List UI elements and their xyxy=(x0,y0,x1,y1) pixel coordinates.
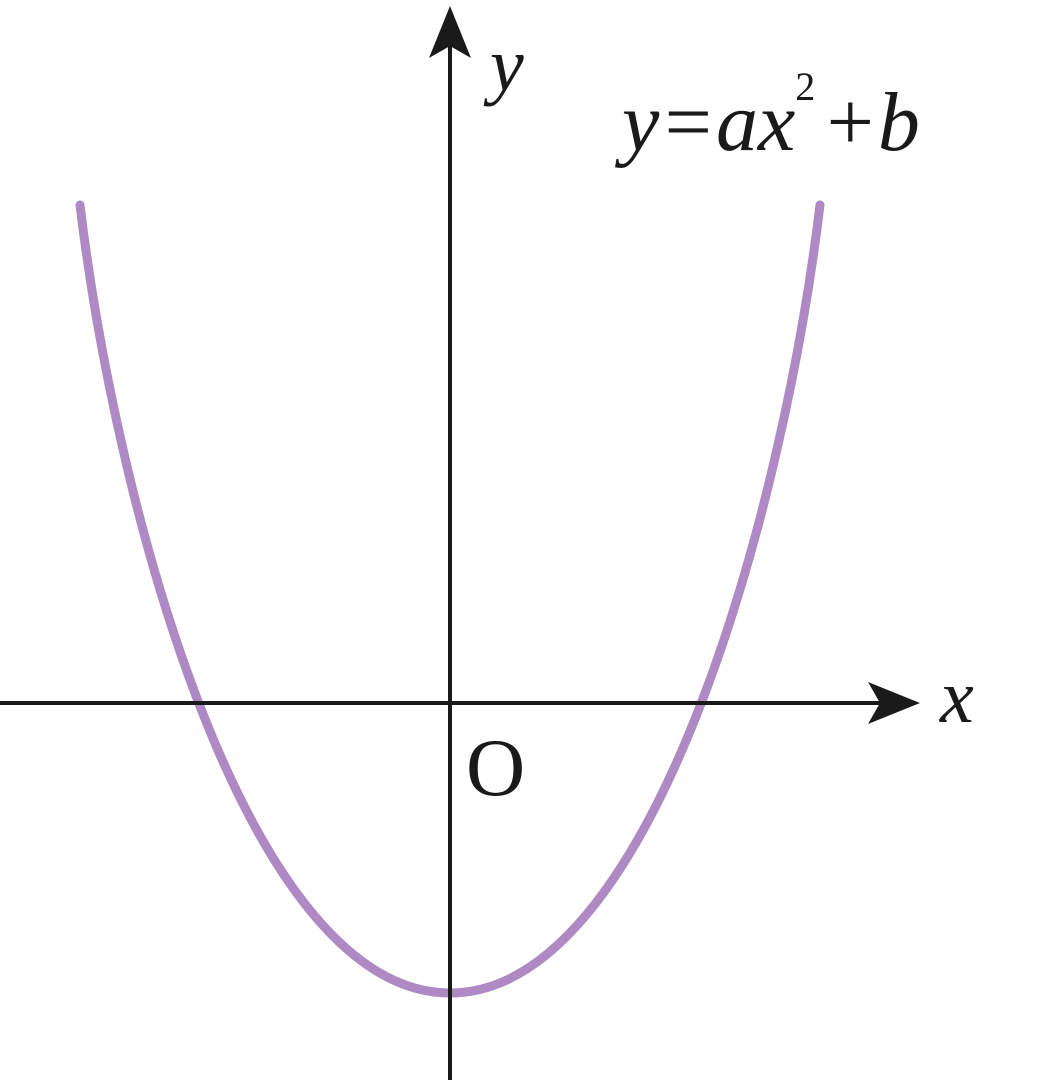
equation-base: y=ax xyxy=(614,76,795,169)
x-axis-arrow xyxy=(868,682,920,724)
y-axis-label: y xyxy=(483,23,524,107)
equation: y=ax2+b xyxy=(614,64,920,169)
equation-exponent: 2 xyxy=(795,64,815,109)
origin-label: O xyxy=(466,722,525,813)
equation-tail: +b xyxy=(821,76,920,169)
y-axis-arrow xyxy=(429,6,471,58)
x-axis-label: x xyxy=(939,655,974,739)
